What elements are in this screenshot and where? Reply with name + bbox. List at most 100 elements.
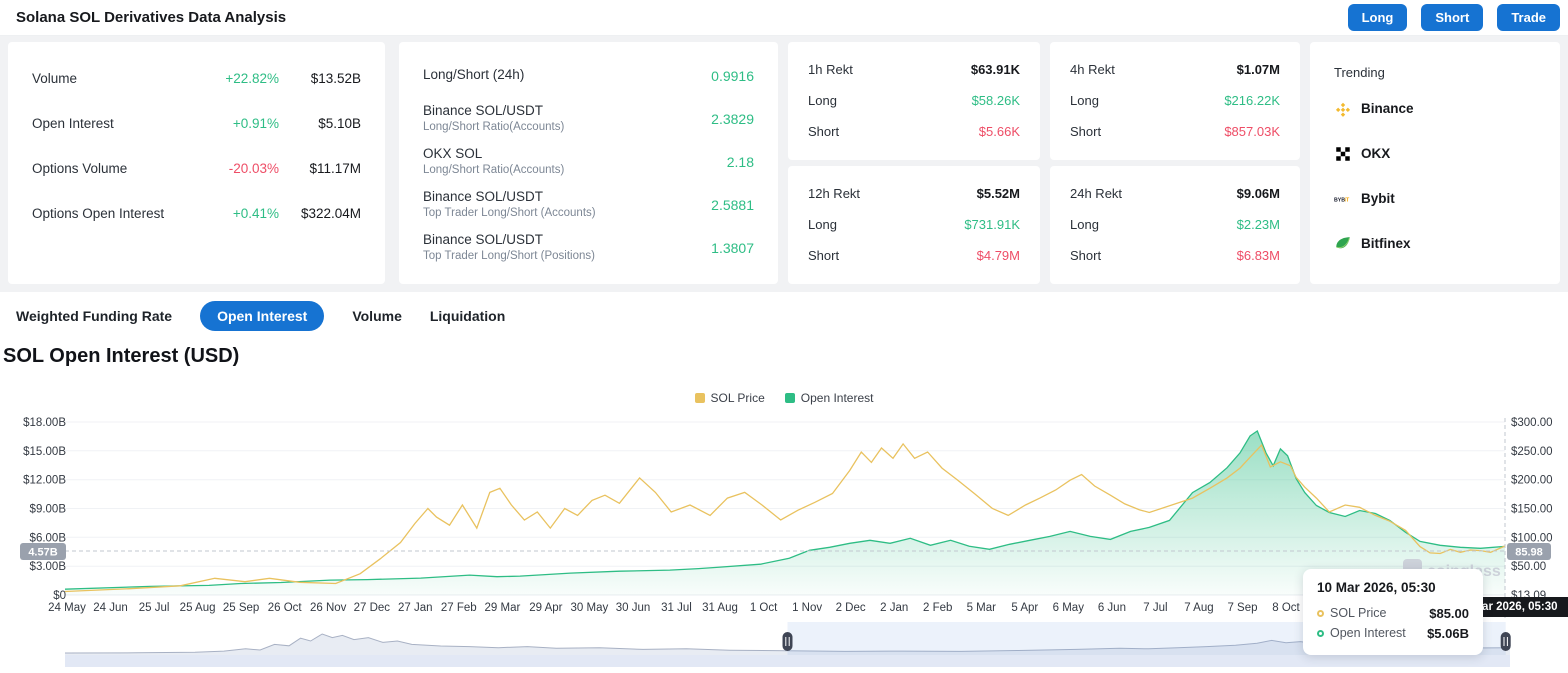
legend-item-open-interest[interactable]: Open Interest: [784, 391, 873, 405]
rekt-short-value: $4.79M: [976, 248, 1020, 263]
ratio-label: Long/Short (24h): [423, 67, 525, 83]
trending-title: Trending: [1334, 64, 1385, 80]
rekt-long-value: $2.23M: [1236, 217, 1280, 232]
rekt-total: $5.52M: [976, 186, 1020, 201]
main-chart-plot-area[interactable]: [65, 415, 1505, 655]
binance-icon: [1334, 100, 1352, 118]
ratio-value: 2.18: [726, 153, 754, 170]
sol-price-dot-icon: [1317, 609, 1324, 617]
trending-card: Trending Binance OKX BYB iT Bybit Bitfine…: [1310, 42, 1560, 284]
ratio-row: Long/Short (24h) 0.9916: [423, 54, 754, 97]
rekt-card-12h: 12h Rekt $5.52M Long $731.91K Short $4.79M: [788, 166, 1040, 284]
tab-volume[interactable]: Volume: [352, 308, 402, 324]
ratio-label: Binance SOL/USDT: [423, 102, 544, 118]
header: Solana SOL Derivatives Data Analysis Lon…: [0, 0, 1568, 36]
svg-text:$100.00: $100.00: [1511, 532, 1553, 544]
tooltip-value: $85.00: [1429, 605, 1469, 621]
rekt-title: 12h Rekt: [808, 186, 861, 201]
long-button[interactable]: Long: [1347, 4, 1408, 31]
rekt-short-value: $5.66K: [978, 124, 1020, 139]
legend-label: SOL Price: [710, 391, 765, 405]
chart-tooltip: 10 Mar 2026, 05:30 SOL Price $85.00 Open…: [1303, 569, 1483, 655]
svg-text:$9.00B: $9.00B: [30, 504, 67, 516]
svg-text:$15.00B: $15.00B: [23, 446, 66, 458]
tab-open-interest[interactable]: Open Interest: [200, 301, 325, 331]
rekt-long-value: $731.91K: [964, 217, 1020, 232]
stat-row-volume: Volume +22.82% $13.52B: [32, 56, 361, 101]
chart-legend: SOL Price Open Interest: [0, 391, 1568, 405]
stat-value: $11.17M: [309, 161, 361, 176]
short-button[interactable]: Short: [1421, 4, 1484, 31]
stat-change: +0.41%: [232, 206, 279, 221]
ratio-row: OKX SOL Long/Short Ratio(Accounts) 2.18: [423, 140, 754, 183]
ratio-value: 0.9916: [711, 67, 754, 84]
svg-text:$3.00B: $3.00B: [30, 561, 67, 573]
stat-label: Open Interest: [32, 116, 114, 131]
trending-item-bitfinex[interactable]: Bitfinex: [1334, 221, 1536, 266]
ratio-sublabel: Top Trader Long/Short (Positions): [423, 249, 595, 262]
tooltip-date: 10 Mar 2026, 05:30: [1317, 580, 1436, 595]
ratio-label: Binance SOL/USDT: [423, 188, 544, 204]
svg-text:$18.00B: $18.00B: [23, 417, 66, 429]
stat-value: $13.52B: [310, 71, 361, 86]
legend-item-sol-price[interactable]: SOL Price: [694, 391, 765, 405]
rekt-card-4h: 4h Rekt $1.07M Long $216.22K Short $857.03K: [1050, 42, 1300, 160]
trending-item-binance[interactable]: Binance: [1334, 86, 1536, 131]
stat-row-options-volume: Options Volume -20.03% $11.17M: [32, 146, 361, 191]
rekt-long-value: $58.26K: [971, 93, 1020, 108]
stat-row-options-open-interest: Options Open Interest +0.41% $322.04M: [32, 191, 361, 236]
rekt-short-value: $6.83M: [1236, 248, 1280, 263]
ratio-sublabel: Top Trader Long/Short (Accounts): [423, 206, 596, 219]
rekt-total: $9.06M: [1236, 186, 1280, 201]
long-short-ratios-card: Long/Short (24h) 0.9916 Binance SOL/USDT…: [399, 42, 778, 284]
trade-button[interactable]: Trade: [1497, 4, 1560, 31]
rekt-total: $63.91K: [970, 62, 1020, 77]
ratio-value: 2.5881: [711, 196, 754, 213]
tooltip-label: Open Interest: [1330, 626, 1406, 640]
tab-liquidation[interactable]: Liquidation: [429, 308, 506, 324]
chart-title: SOL Open Interest (USD): [3, 345, 240, 367]
stat-label: Volume: [32, 71, 78, 86]
rekt-short-label: Short: [808, 248, 840, 263]
tooltip-label: SOL Price: [1330, 606, 1387, 620]
rekt-title: 24h Rekt: [1070, 186, 1123, 201]
rekt-short-value: $857.03K: [1224, 124, 1280, 139]
market-stats-card: Volume +22.82% $13.52B Open Interest +0.…: [8, 42, 385, 284]
rekt-card-1h: 1h Rekt $63.91K Long $58.26K Short $5.66K: [788, 42, 1040, 160]
ratio-value: 2.3829: [711, 110, 754, 127]
rekt-short-label: Short: [808, 124, 840, 139]
rekt-short-label: Short: [1070, 124, 1102, 139]
trending-item-label: Bitfinex: [1361, 236, 1411, 251]
svg-text:$200.00: $200.00: [1511, 475, 1553, 487]
tooltip-value: $5.06B: [1427, 625, 1469, 641]
trending-item-label: OKX: [1361, 146, 1391, 161]
trending-item-okx[interactable]: OKX: [1334, 131, 1536, 176]
svg-text:$300.00: $300.00: [1511, 417, 1553, 429]
ratio-label: OKX SOL: [423, 145, 483, 161]
svg-text:iT: iT: [1345, 197, 1350, 203]
rekt-long-label: Long: [1070, 93, 1099, 108]
trending-item-label: Binance: [1361, 101, 1414, 116]
ratio-row: Binance SOL/USDT Long/Short Ratio(Account…: [423, 97, 754, 140]
bybit-icon: BYB iT: [1334, 190, 1352, 208]
chart-tabs: Weighted Funding Rate Open Interest Volu…: [16, 299, 505, 333]
rekt-long-label: Long: [808, 217, 837, 232]
trending-item-bybit[interactable]: BYB iT Bybit: [1334, 176, 1536, 221]
rekt-long-value: $216.22K: [1224, 93, 1280, 108]
bitfinex-icon: [1334, 235, 1352, 253]
stat-value: $5.10B: [318, 116, 361, 131]
rekt-title: 4h Rekt: [1070, 62, 1115, 77]
rekt-title: 1h Rekt: [808, 62, 853, 77]
ratio-value: 1.3807: [711, 239, 754, 256]
stat-change: +0.91%: [232, 116, 279, 131]
svg-text:$12.00B: $12.00B: [23, 475, 66, 487]
svg-text:85.98: 85.98: [1515, 547, 1543, 559]
rekt-short-label: Short: [1070, 248, 1102, 263]
rekt-card-24h: 24h Rekt $9.06M Long $2.23M Short $6.83M: [1050, 166, 1300, 284]
stat-label: Options Open Interest: [32, 206, 165, 221]
svg-text:4.57B: 4.57B: [28, 547, 57, 559]
svg-text:$150.00: $150.00: [1511, 504, 1553, 516]
tab-weighted-funding-rate[interactable]: Weighted Funding Rate: [16, 308, 173, 324]
svg-text:$6.00B: $6.00B: [30, 532, 67, 544]
